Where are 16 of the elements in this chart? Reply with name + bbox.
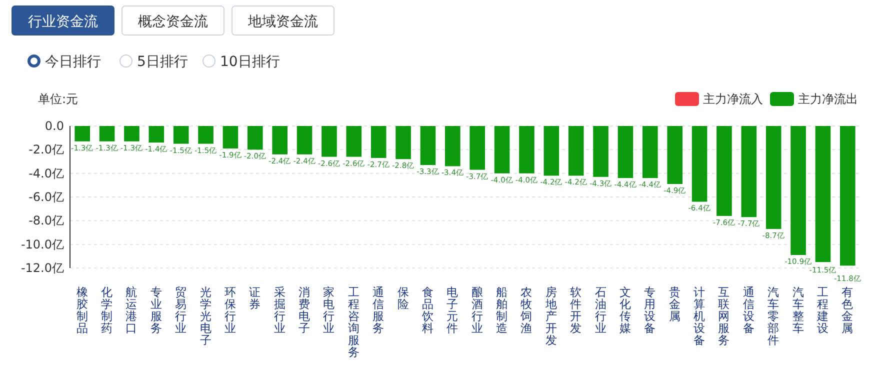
y-axis-title: 单位:元 bbox=[38, 92, 78, 106]
annotation: 今日排行 bbox=[28, 54, 101, 70]
annotation: 5日排行 bbox=[120, 54, 188, 70]
y-tick-label: -4.0亿 bbox=[28, 166, 64, 180]
annotation: 地域资金流 bbox=[232, 6, 334, 36]
legend-label: 主力净流出 bbox=[798, 92, 858, 106]
annotation: 概念资金流 bbox=[122, 6, 224, 36]
y-tick-label: -6.0亿 bbox=[28, 190, 64, 204]
annotation: 行业资金流 bbox=[12, 6, 114, 36]
y-tick-label: 0.0 bbox=[44, 119, 64, 133]
y-tick-label: -8.0亿 bbox=[28, 214, 64, 228]
y-tick-label: -10.0亿 bbox=[20, 237, 64, 252]
y-tick-label: -12.0亿 bbox=[20, 261, 64, 275]
legend-label: 主力净流入 bbox=[703, 92, 763, 106]
annotation: 10日排行 bbox=[202, 54, 280, 70]
y-tick-label: -2.0亿 bbox=[28, 142, 64, 157]
